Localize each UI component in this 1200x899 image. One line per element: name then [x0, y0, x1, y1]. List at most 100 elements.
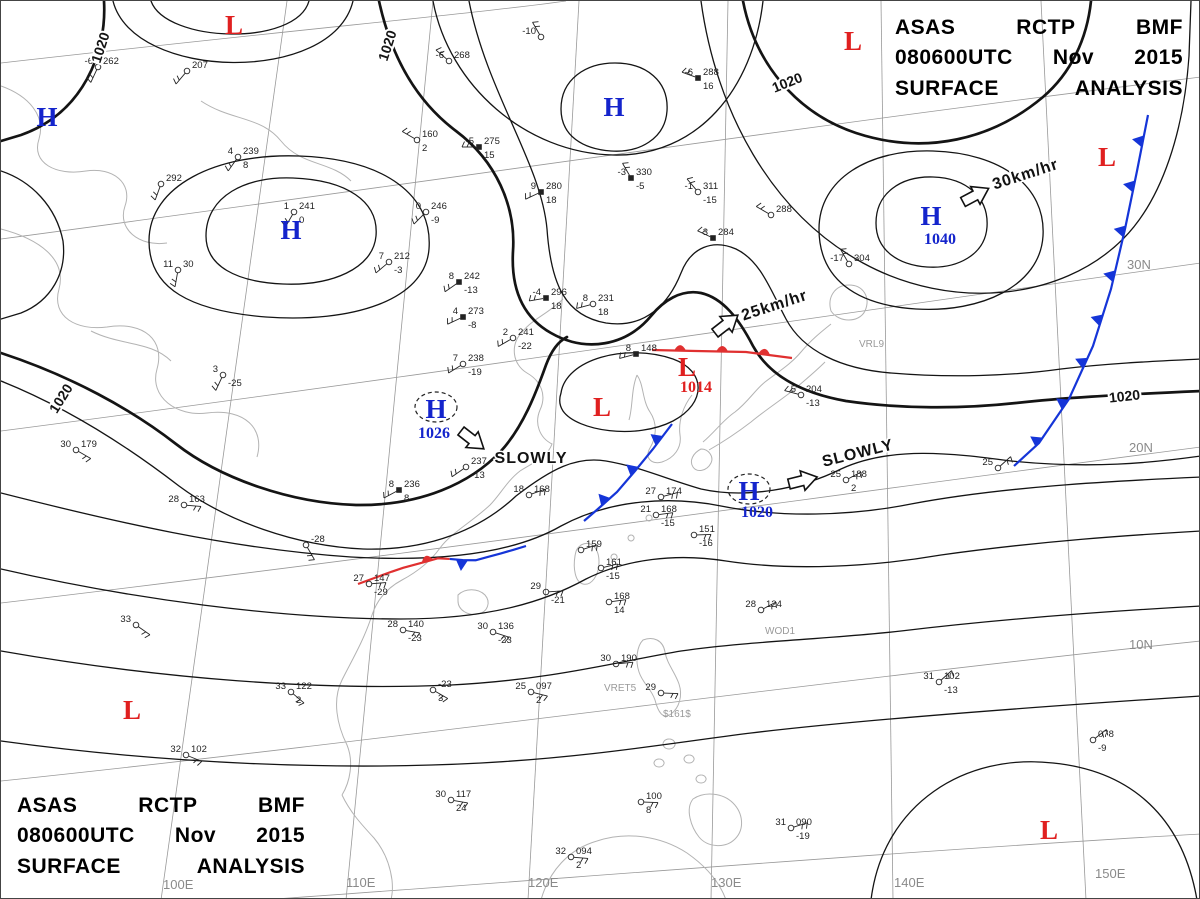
- station-symbol: [657, 689, 665, 697]
- station-symbol: [460, 314, 466, 320]
- isobar-line: [205, 177, 377, 285]
- wind-barb: [405, 630, 420, 634]
- cold-front-triangle: [598, 493, 611, 506]
- station-value: -3: [394, 265, 402, 276]
- graticule-label: 20N: [1129, 440, 1153, 455]
- station-value: 30: [60, 439, 71, 450]
- motion-annotations: 30km/hr 25km/hr SLOWLY SLOWLY: [456, 155, 1062, 492]
- wind-barb-feather: [611, 565, 614, 571]
- station-plot: 5 204 -13: [784, 384, 822, 409]
- wind-barb: [576, 304, 591, 309]
- wind-barb: [138, 626, 151, 636]
- station-plot: -6 288 16: [681, 67, 719, 92]
- station-value: 2: [536, 695, 541, 706]
- station-plot: -10: [522, 21, 545, 41]
- station-value: 14: [614, 605, 625, 616]
- station-value: 18: [551, 301, 562, 312]
- station-value: 151: [699, 524, 715, 535]
- wind-barb-feather: [1010, 456, 1013, 463]
- station-value: 30: [435, 789, 446, 800]
- cold-front-triangle: [1090, 314, 1103, 326]
- station-symbol: [542, 588, 550, 596]
- station-plot: 25 097 2: [515, 681, 551, 706]
- wind-barb-feather: [415, 632, 421, 639]
- wind-barb-feather: [459, 801, 464, 807]
- wind-barb: [188, 755, 202, 762]
- station-symbol: [219, 371, 227, 379]
- station-value: 18: [513, 484, 524, 495]
- station-value: 3: [438, 693, 443, 704]
- pressure-value: 1014: [680, 379, 712, 396]
- station-value: 30: [183, 259, 194, 270]
- wind-barb-feather: [619, 600, 622, 606]
- isobar-1020: [377, 1, 1199, 409]
- wind-barb-feather: [228, 162, 232, 168]
- isobar-line: [560, 62, 668, 152]
- station-value: 32: [555, 846, 566, 857]
- station-value: 174: [666, 486, 682, 497]
- wind-barb-feather: [383, 582, 387, 589]
- station-symbol: [509, 334, 517, 342]
- station-plot: 30 117 24: [435, 789, 471, 814]
- wind-barb-feather: [214, 381, 219, 387]
- station-symbol: [132, 621, 140, 629]
- isobar-line: [468, 1, 1199, 377]
- chart-datetime-line: 080600UTC Nov 2015: [17, 824, 305, 848]
- station-plot: 11 30: [163, 259, 194, 288]
- wind-barb: [619, 354, 634, 359]
- isobar-line: [875, 176, 988, 268]
- stationary-front: [357, 544, 527, 586]
- isobar-line: [148, 155, 430, 319]
- station-value: 29: [645, 682, 656, 693]
- station-plot: 33 122 2: [275, 681, 311, 706]
- station-value: 296: [551, 287, 567, 298]
- wind-barb-feather: [439, 695, 444, 700]
- wind-barb-feather: [415, 215, 418, 221]
- station-plot: 18 168: [513, 484, 550, 499]
- station-plot: 30 179: [60, 439, 97, 463]
- wind-barb: [940, 670, 952, 681]
- station-value: -19: [796, 831, 810, 842]
- wind-barb-feather: [560, 590, 564, 597]
- station-value: 2: [503, 327, 508, 338]
- station-value: -16: [699, 538, 713, 549]
- station-plot: 8 231 18: [576, 293, 614, 318]
- station-value: 090: [796, 817, 812, 828]
- wind-barb-feather: [625, 662, 629, 668]
- station-plot: -17 304: [830, 248, 870, 268]
- station-value: 124: [766, 599, 782, 610]
- wind-barb-feather: [622, 162, 629, 164]
- station-value: 31: [775, 817, 786, 828]
- wind-barb-feather: [686, 70, 691, 75]
- station-value: 237: [471, 456, 487, 467]
- wind-barb: [371, 582, 386, 585]
- wind-barb-feather: [443, 285, 446, 292]
- wind-barb: [533, 692, 548, 697]
- station-value: 161: [606, 557, 622, 568]
- station-value: 7: [453, 353, 458, 364]
- station-symbol: [447, 796, 455, 804]
- station-value: -23: [498, 635, 512, 646]
- station-value: 2: [296, 695, 301, 706]
- station-value: 275: [484, 136, 500, 147]
- wind-barb: [402, 131, 415, 139]
- wind-barb-feather: [623, 599, 627, 606]
- station-value: 15: [484, 150, 495, 161]
- chart-datetime-line: 080600UTC Nov 2015: [895, 46, 1183, 70]
- wind-barb-feather: [1006, 459, 1009, 465]
- warm-front-semicircle: [716, 346, 729, 352]
- station-symbol: [605, 598, 613, 606]
- station-value: 33: [120, 614, 131, 625]
- station-value: 204: [806, 384, 822, 395]
- station-plot: 7 238 -19: [447, 353, 484, 378]
- title-block-top: ASAS RCTP BMF 080600UTC Nov 2015 SURFACE…: [895, 13, 1183, 104]
- wind-barb: [375, 263, 387, 274]
- station-plot: 8 236 8: [383, 479, 420, 504]
- station-symbol: [476, 144, 482, 150]
- wind-barb: [451, 468, 464, 478]
- station-value: 273: [468, 306, 484, 317]
- wind-barb-feather: [411, 631, 416, 637]
- station-value: 25: [515, 681, 526, 692]
